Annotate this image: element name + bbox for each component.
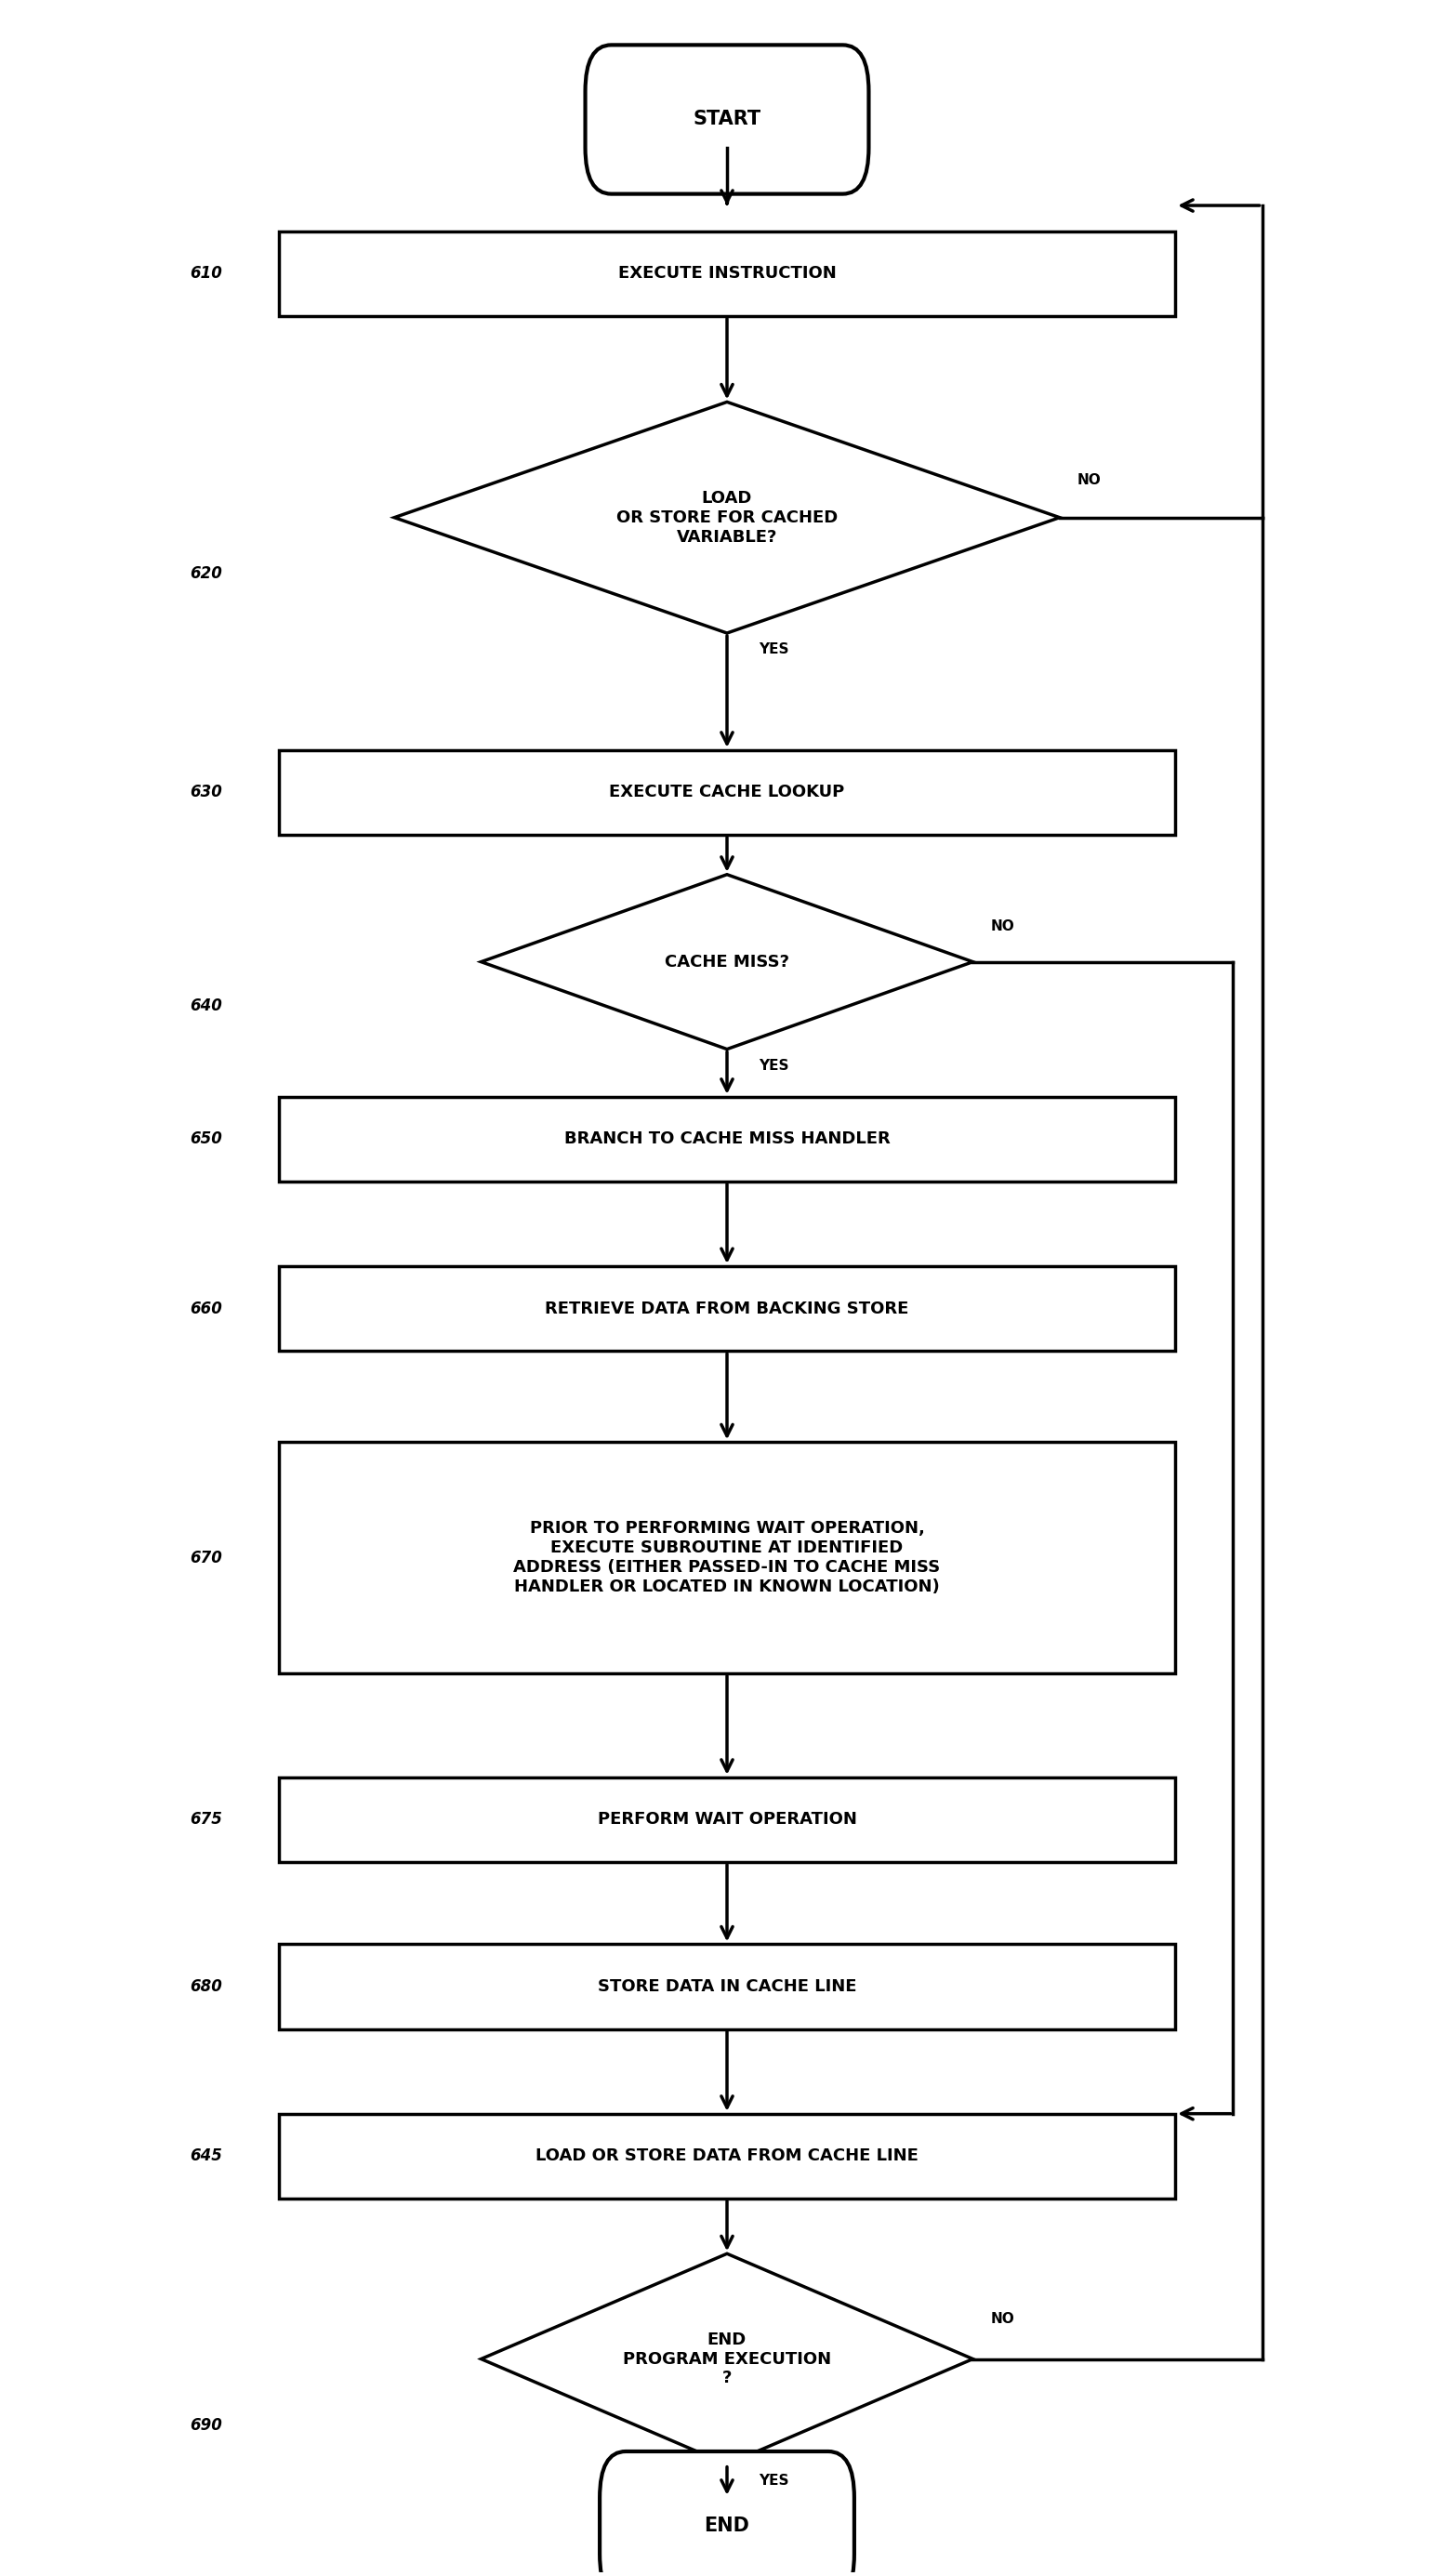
Text: EXECUTE CACHE LOOKUP: EXECUTE CACHE LOOKUP bbox=[609, 783, 845, 801]
Text: YES: YES bbox=[759, 1059, 790, 1072]
Text: STORE DATA IN CACHE LINE: STORE DATA IN CACHE LINE bbox=[598, 1978, 856, 1994]
Text: PERFORM WAIT OPERATION: PERFORM WAIT OPERATION bbox=[598, 1811, 856, 1829]
Bar bbox=[279, 1097, 1175, 1182]
Bar bbox=[279, 2115, 1175, 2197]
Text: END: END bbox=[704, 2517, 750, 2535]
Text: NO: NO bbox=[990, 920, 1013, 935]
Text: NO: NO bbox=[990, 2311, 1013, 2326]
Bar bbox=[279, 1945, 1175, 2030]
Polygon shape bbox=[394, 402, 1060, 634]
Text: 675: 675 bbox=[190, 1811, 222, 1829]
Text: RETRIEVE DATA FROM BACKING STORE: RETRIEVE DATA FROM BACKING STORE bbox=[545, 1301, 909, 1316]
Text: START: START bbox=[694, 111, 760, 129]
Text: YES: YES bbox=[759, 2473, 790, 2488]
Text: 645: 645 bbox=[190, 2148, 222, 2164]
Text: END
PROGRAM EXECUTION
?: END PROGRAM EXECUTION ? bbox=[622, 2331, 832, 2388]
Text: CACHE MISS?: CACHE MISS? bbox=[664, 953, 790, 971]
Text: 690: 690 bbox=[190, 2416, 222, 2434]
Text: 680: 680 bbox=[190, 1978, 222, 1994]
Bar bbox=[279, 1267, 1175, 1350]
Text: NO: NO bbox=[1077, 474, 1101, 487]
FancyBboxPatch shape bbox=[586, 44, 868, 193]
Text: 620: 620 bbox=[190, 567, 222, 582]
Text: LOAD OR STORE DATA FROM CACHE LINE: LOAD OR STORE DATA FROM CACHE LINE bbox=[535, 2148, 919, 2164]
Text: 640: 640 bbox=[190, 997, 222, 1015]
Text: LOAD
OR STORE FOR CACHED
VARIABLE?: LOAD OR STORE FOR CACHED VARIABLE? bbox=[616, 489, 838, 546]
Text: BRANCH TO CACHE MISS HANDLER: BRANCH TO CACHE MISS HANDLER bbox=[564, 1131, 890, 1146]
Polygon shape bbox=[481, 873, 973, 1048]
Bar bbox=[279, 1777, 1175, 1862]
Text: 630: 630 bbox=[190, 783, 222, 801]
Text: 610: 610 bbox=[190, 265, 222, 281]
Text: EXECUTE INSTRUCTION: EXECUTE INSTRUCTION bbox=[618, 265, 836, 281]
Text: 660: 660 bbox=[190, 1301, 222, 1316]
Bar bbox=[279, 750, 1175, 835]
Text: YES: YES bbox=[759, 641, 790, 657]
Text: PRIOR TO PERFORMING WAIT OPERATION,
EXECUTE SUBROUTINE AT IDENTIFIED
ADDRESS (EI: PRIOR TO PERFORMING WAIT OPERATION, EXEC… bbox=[513, 1520, 941, 1595]
FancyBboxPatch shape bbox=[599, 2452, 855, 2576]
Bar bbox=[279, 1443, 1175, 1674]
Polygon shape bbox=[481, 2254, 973, 2465]
Bar bbox=[279, 232, 1175, 317]
Text: 670: 670 bbox=[190, 1548, 222, 1566]
Text: 650: 650 bbox=[190, 1131, 222, 1146]
